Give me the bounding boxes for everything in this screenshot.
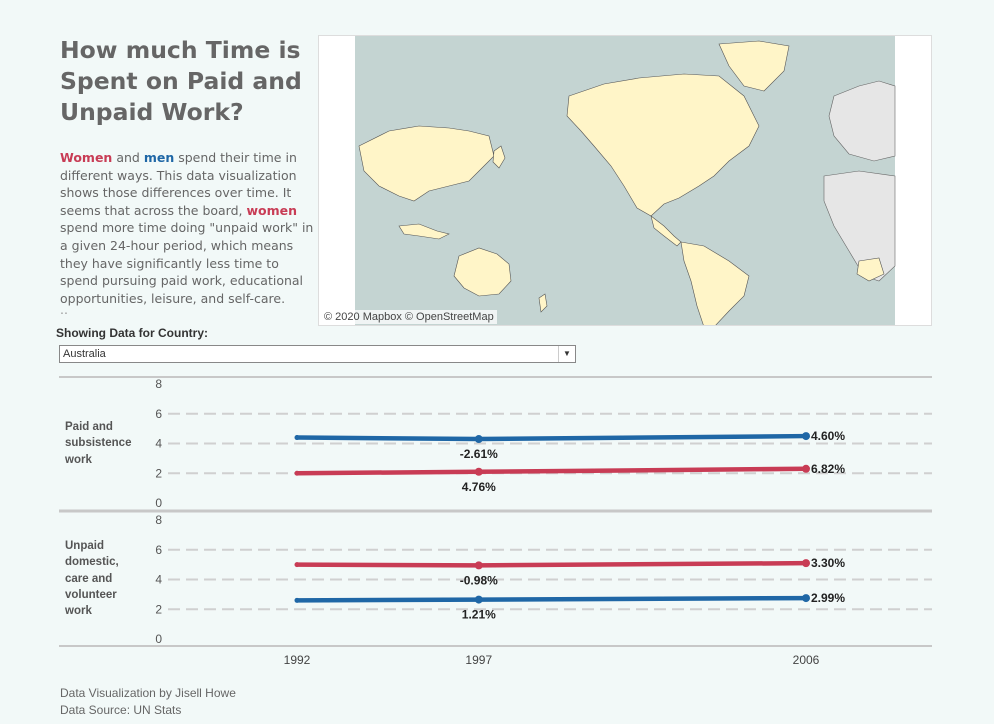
y-tick-label: 0 — [155, 496, 162, 510]
footer: Data Visualization by Jisell Howe Data S… — [60, 685, 236, 719]
data-point — [294, 470, 300, 476]
data-label: 3.30% — [811, 556, 845, 570]
data-label: 4.76% — [462, 480, 496, 494]
footer-source: Data Source: UN Stats — [60, 703, 182, 717]
data-point — [294, 562, 300, 568]
footer-credit: Data Visualization by Jisell Howe — [60, 686, 236, 700]
y-tick-label: 2 — [155, 466, 162, 480]
data-label: 1.21% — [462, 608, 496, 622]
chevron-down-icon[interactable]: ▼ — [558, 346, 575, 362]
women-highlight-2: women — [246, 202, 298, 218]
desc-part-1: spend their time in different ways. This… — [60, 150, 297, 218]
y-tick-label: 2 — [155, 602, 162, 616]
men-highlight: men — [143, 150, 175, 165]
row-label-unpaid: Unpaid domestic, care and volunteer work — [65, 540, 119, 618]
map-credit[interactable]: © 2020 Mapbox © OpenStreetMap — [321, 310, 497, 324]
series-line — [294, 560, 809, 568]
data-point — [802, 594, 810, 603]
x-tick-label: 2006 — [793, 653, 820, 667]
data-point — [474, 467, 483, 476]
data-point — [474, 561, 483, 570]
data-point — [294, 435, 300, 441]
country-select[interactable]: Australia ▼ — [59, 345, 576, 363]
y-tick-label: 4 — [155, 437, 162, 451]
row-label-paid: Paid and subsistence work — [65, 421, 132, 466]
description: Women and men spend their time in differ… — [60, 149, 318, 318]
y-tick-label: 6 — [155, 543, 162, 557]
women-highlight: Women — [60, 150, 113, 165]
country-filter-label: Showing Data for Country: — [56, 326, 208, 340]
world-map[interactable]: © 2020 Mapbox © OpenStreetMap — [318, 35, 932, 326]
more-indicator: .. — [60, 302, 68, 318]
data-label: 4.60% — [811, 429, 845, 443]
y-tick-label: 4 — [155, 573, 162, 587]
data-label: 2.99% — [811, 591, 845, 605]
desc-and: and — [112, 150, 144, 165]
data-label: 6.82% — [811, 462, 845, 476]
data-point — [802, 464, 810, 473]
series-line — [294, 595, 809, 603]
data-point — [802, 432, 810, 441]
data-point — [294, 597, 300, 603]
data-point — [474, 435, 483, 444]
x-tick-label: 1997 — [465, 653, 492, 667]
page-title: How much Time is Spent on Paid and Unpai… — [60, 36, 302, 126]
series-line — [294, 433, 809, 442]
y-tick-label: 0 — [155, 632, 162, 646]
y-tick-label: 8 — [155, 377, 162, 391]
data-label: -2.61% — [460, 447, 498, 461]
data-label: -0.98% — [460, 573, 498, 587]
country-select-value: Australia — [63, 348, 106, 360]
y-tick-label: 8 — [155, 513, 162, 527]
y-tick-label: 6 — [155, 407, 162, 421]
desc-part-2: spend more time doing "unpaid work" in a… — [60, 220, 314, 306]
world-map-graphic — [319, 36, 931, 325]
x-tick-label: 1992 — [284, 653, 311, 667]
data-point — [802, 559, 810, 568]
data-point — [474, 595, 483, 604]
